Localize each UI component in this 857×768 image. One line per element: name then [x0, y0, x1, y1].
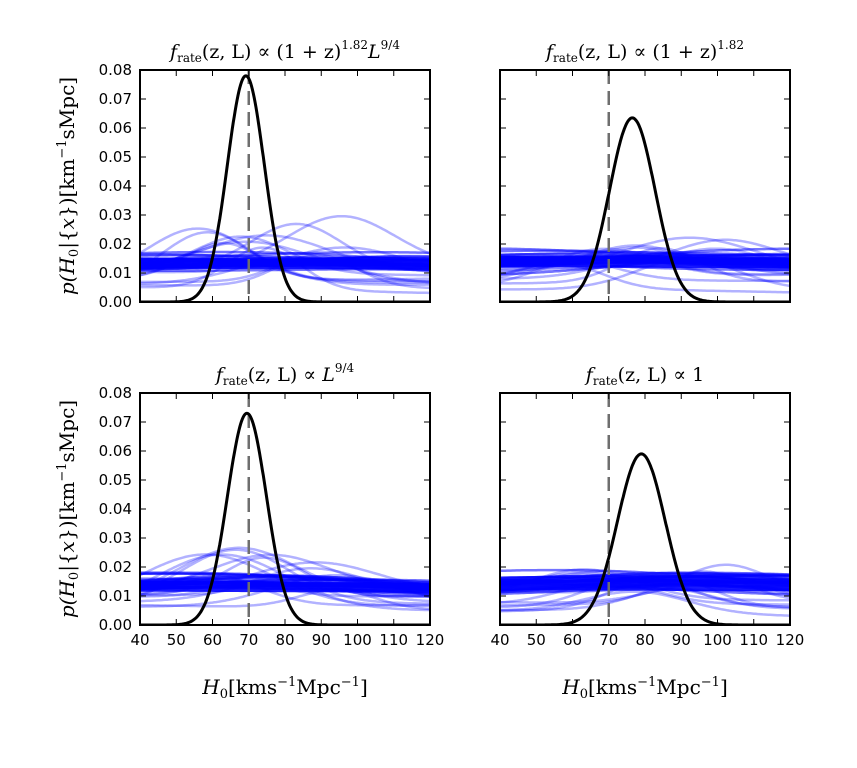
x-tick-label: 70 [239, 631, 258, 649]
y-tick-label: 0.08 [99, 384, 132, 402]
panel-top-right: frate(z, L) ∝ (1 + z)1.82 [499, 38, 791, 303]
y-tick-label: 0.05 [99, 148, 132, 166]
x-tick-label: 80 [635, 631, 654, 649]
event-band [500, 255, 790, 269]
plot-area [500, 393, 790, 625]
event-curve [500, 247, 790, 285]
plot-area [140, 393, 430, 625]
x-tick-label: 40 [130, 631, 149, 649]
x-tick-label: 60 [203, 631, 222, 649]
x-tick-label: 120 [416, 631, 445, 649]
y-axis-label-bottom: p(H0|{x})[km−1sMpc] [55, 400, 82, 618]
y-tick-label: 0.06 [99, 442, 132, 460]
x-tick-label: 110 [739, 631, 768, 649]
x-tick-label: 100 [343, 631, 372, 649]
y-axis-label-top: p(H0|{x})[km−1sMpc] [55, 77, 82, 295]
event-curves [140, 214, 430, 295]
x-tick-label: 120 [776, 631, 805, 649]
event-band [500, 578, 790, 592]
plot-area [140, 70, 430, 302]
event-curves [500, 236, 790, 294]
y-tick-label: 0.00 [99, 616, 132, 634]
event-curve [140, 588, 430, 611]
posterior-curve [140, 74, 430, 302]
y-tick-label: 0.00 [99, 293, 132, 311]
plot-area [500, 70, 790, 302]
event-curves [140, 546, 430, 612]
panel-top-left: 0.00 0.01 0.02 0.03 0.04 0.05 0.06 0.07 0.08 frat… [99, 38, 431, 311]
panel-bottom-left: 40 50 60 70 80 90 100 110 120 0.00 0.01 0.02 0.03 0.0… [99, 361, 445, 649]
event-curve [140, 548, 430, 605]
event-curve [140, 546, 430, 598]
x-axis-label-left: H0[kms−1Mpc−1] [201, 675, 368, 702]
x-tick-label: 90 [312, 631, 331, 649]
panel-title: frate(z, L) ∝ 1 [584, 364, 704, 388]
event-curve [140, 571, 430, 586]
y-tick-label: 0.04 [99, 500, 132, 518]
x-tick-label: 50 [527, 631, 546, 649]
y-tick-label: 0.04 [99, 177, 132, 195]
event-curve [500, 264, 790, 294]
x-tick-label: 60 [563, 631, 582, 649]
event-curve [500, 571, 790, 584]
panel-title: frate(z, L) ∝ (1 + z)1.82 [544, 38, 744, 65]
y-tick-label: 0.01 [99, 264, 132, 282]
x-tick-label: 80 [275, 631, 294, 649]
panel-bottom-right: 40 50 60 70 80 90 100 110 120 frate(z, L) ∝ 1 [490, 364, 804, 649]
y-tick-label: 0.02 [99, 235, 132, 253]
x-tick-label: 90 [672, 631, 691, 649]
y-tick-label: 0.08 [99, 61, 132, 79]
y-tick-label: 0.05 [99, 471, 132, 489]
x-tick-label: 70 [599, 631, 618, 649]
posterior-curve [140, 411, 430, 625]
y-tick-label: 0.01 [99, 587, 132, 605]
y-tick-label: 0.07 [99, 413, 132, 431]
x-tick-label: 110 [379, 631, 408, 649]
y-tick-label: 0.02 [99, 558, 132, 576]
panel-title: frate(z, L) ∝ L9/4 [214, 361, 355, 388]
x-tick-label: 100 [703, 631, 732, 649]
panel-title: frate(z, L) ∝ (1 + z)1.82L9/4 [168, 38, 400, 65]
event-curve [500, 588, 790, 612]
y-tick-label: 0.03 [99, 529, 132, 547]
event-curve [500, 590, 790, 617]
x-axis-label-right: H0[kms−1Mpc−1] [561, 675, 728, 702]
event-curves [500, 563, 790, 617]
y-tick-label: 0.06 [99, 119, 132, 137]
x-tick-label: 50 [167, 631, 186, 649]
y-tick-label: 0.07 [99, 90, 132, 108]
x-tick-label: 40 [490, 631, 509, 649]
y-tick-label: 0.03 [99, 206, 132, 224]
